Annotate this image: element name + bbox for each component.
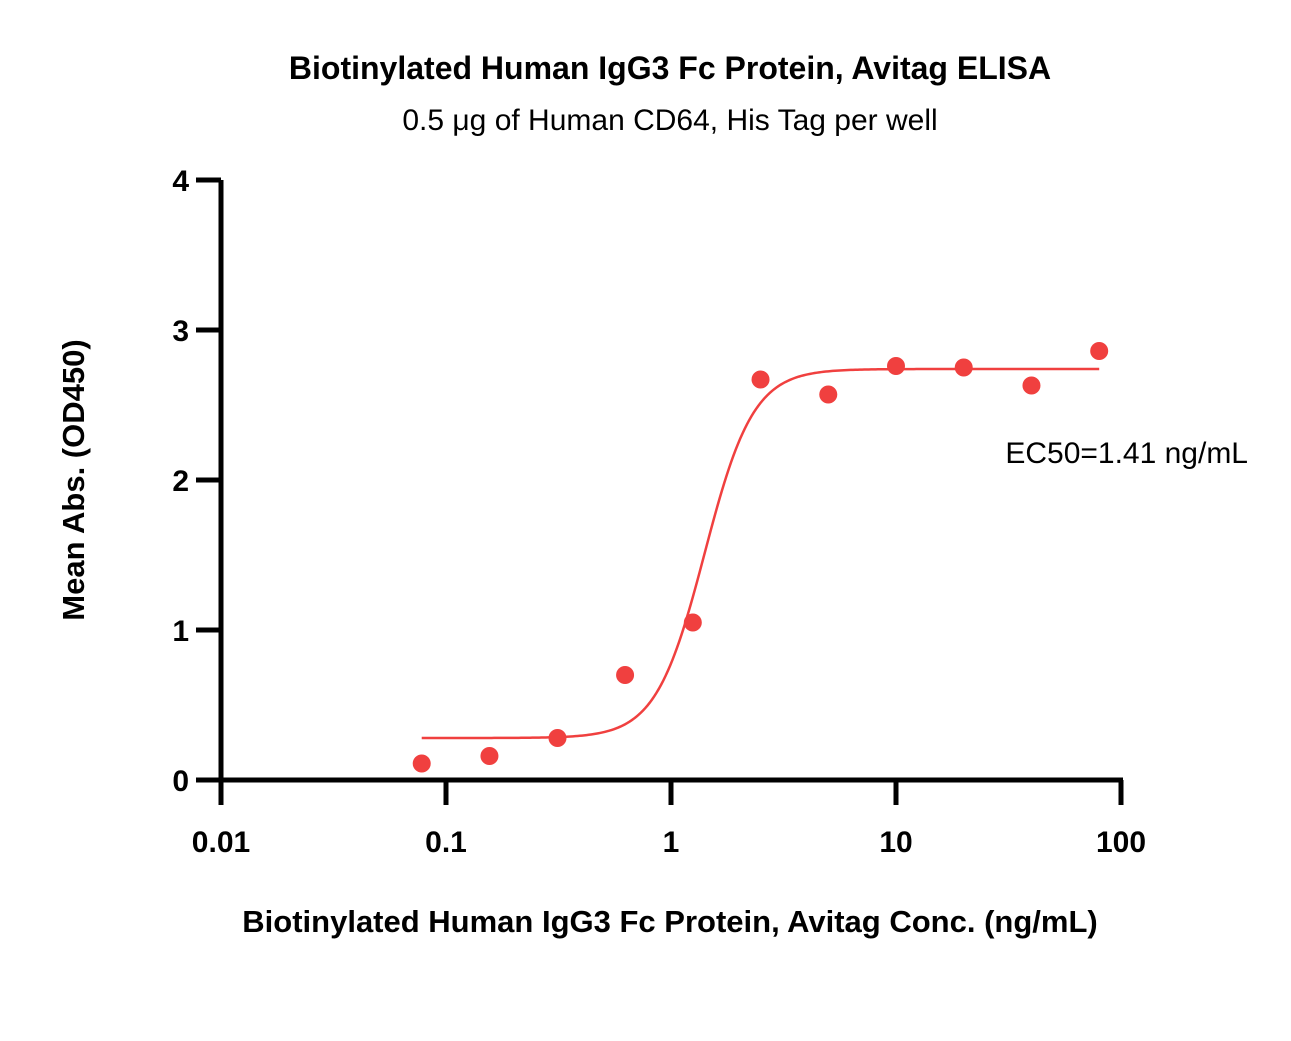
y-tick-label: 3 [172, 315, 189, 348]
x-tick-label: 10 [879, 826, 912, 859]
data-point [683, 613, 702, 632]
y-tick-label: 4 [172, 165, 189, 198]
data-point [412, 754, 431, 773]
x-tick-label: 100 [1096, 826, 1146, 859]
y-tick-label: 1 [172, 615, 189, 648]
y-tick-label: 0 [172, 765, 189, 798]
data-points [412, 342, 1109, 773]
data-point [954, 358, 973, 377]
chart-title: Biotinylated Human IgG3 Fc Protein, Avit… [289, 50, 1051, 86]
y-axis-ticks: 0 1 2 3 4 [172, 165, 221, 798]
data-point [1022, 376, 1041, 395]
data-point [616, 666, 635, 684]
x-axis-label: Biotinylated Human IgG3 Fc Protein, Avit… [242, 904, 1097, 939]
x-tick-label: 0.01 [192, 826, 250, 859]
y-tick-label: 2 [172, 465, 189, 498]
plot-area [412, 342, 1109, 773]
data-point [548, 729, 567, 747]
data-point [819, 385, 838, 404]
data-point [480, 747, 499, 765]
x-axis-ticks: 0.01 0.1 1 10 100 [192, 780, 1146, 859]
data-point [887, 357, 905, 375]
data-point [751, 370, 770, 389]
fit-curve [421, 367, 1100, 740]
data-point [1090, 342, 1109, 360]
x-tick-label: 0.1 [425, 826, 467, 859]
ec50-annotation: EC50=1.41 ng/mL [1005, 437, 1248, 470]
x-tick-label: 1 [663, 826, 680, 859]
chart-subtitle: 0.5 μg of Human CD64, His Tag per well [402, 104, 937, 137]
y-axis-label: Mean Abs. (OD450) [56, 339, 91, 620]
